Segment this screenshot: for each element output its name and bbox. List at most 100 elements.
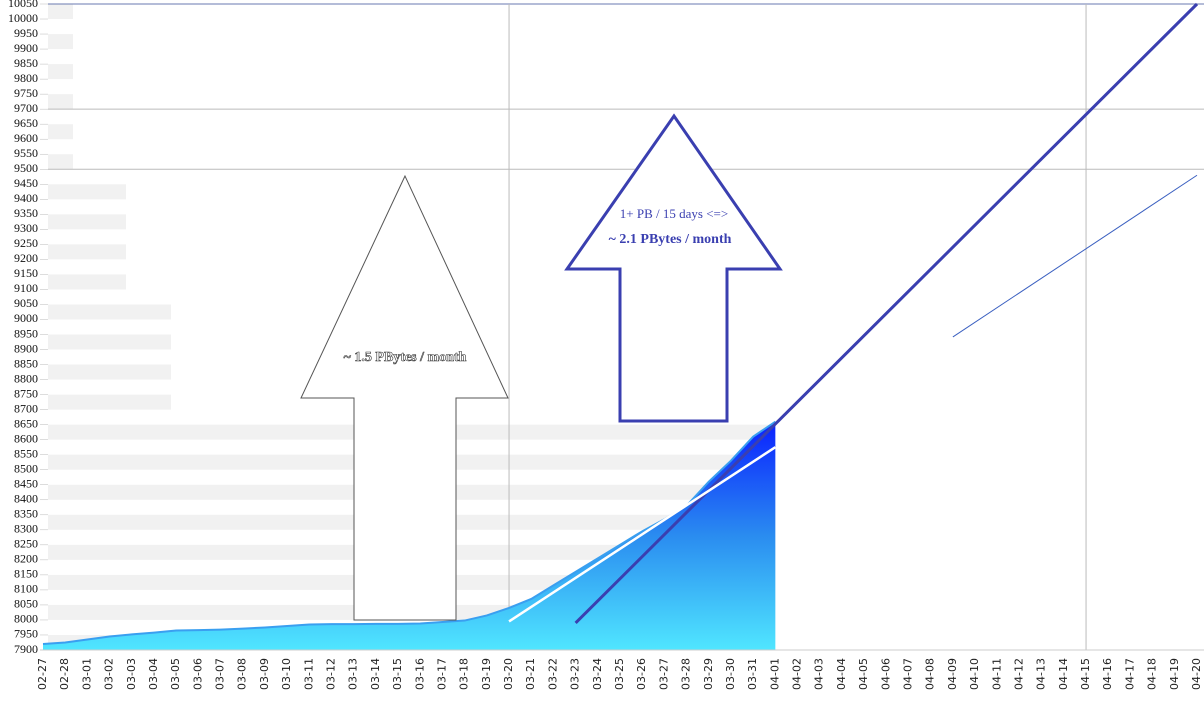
band	[48, 124, 73, 140]
y-tick-label: 9550	[14, 146, 38, 160]
axes: 7900795080008050810081508200825083008350…	[8, 0, 1204, 690]
arrow-right: 1+ PB / 15 days <=> ~ 2.1 PBytes / month	[564, 113, 783, 423]
y-tick-label: 9650	[14, 116, 38, 130]
trend-lines	[508, 2, 1199, 625]
y-tick-label: 9850	[14, 56, 38, 70]
y-tick-label: 8450	[14, 476, 38, 490]
x-tick-label: 04-16	[1101, 658, 1114, 690]
y-tick-label: 9450	[14, 176, 38, 190]
x-tick-label: 04-03	[813, 658, 826, 690]
x-tick-label: 04-13	[1035, 658, 1048, 690]
y-tick-label: 8400	[14, 492, 38, 506]
trend-line	[508, 446, 777, 623]
band	[48, 334, 171, 350]
arrow-shape	[300, 174, 509, 621]
x-tick-label: 04-08	[924, 658, 937, 690]
y-tick-label: 8100	[14, 582, 38, 596]
x-tick-label: 03-22	[546, 658, 559, 690]
band	[48, 184, 126, 200]
x-tick-label: 03-14	[369, 658, 382, 690]
plot	[42, 420, 776, 650]
x-tick-label: 04-06	[879, 658, 892, 690]
x-tick-label: 03-04	[147, 658, 160, 690]
x-tick-label: 03-25	[613, 658, 626, 690]
annotation: ~ 1.5 PBytes / month	[344, 350, 467, 365]
x-tick-label: 04-10	[968, 658, 981, 690]
x-tick-label: 04-17	[1123, 658, 1136, 690]
band	[48, 304, 171, 320]
x-tick-label: 04-01	[768, 658, 781, 690]
y-tick-label: 9800	[14, 71, 38, 85]
x-tick-label: 04-14	[1057, 658, 1070, 690]
x-tick-label: 04-02	[791, 658, 804, 690]
y-tick-label: 8000	[14, 612, 38, 626]
x-tick-label: 02-27	[36, 658, 49, 690]
x-tick-label: 03-27	[657, 658, 670, 690]
x-tick-label: 03-28	[680, 658, 693, 690]
arrow-left: ~ 1.5 PBytes / month	[300, 174, 509, 621]
y-tick-label: 8800	[14, 371, 38, 385]
trend-line	[952, 174, 1198, 338]
x-tick-label: 04-05	[857, 658, 870, 690]
y-tick-label: 8050	[14, 597, 38, 611]
y-tick-label: 7950	[14, 627, 38, 641]
band	[48, 394, 171, 410]
x-tick-label: 03-13	[347, 658, 360, 690]
x-tick-label: 03-11	[302, 658, 315, 690]
x-tick-label: 03-31	[746, 658, 759, 690]
y-tick-label: 9950	[14, 26, 38, 40]
annotation: ~ 2.1 PBytes / month	[609, 232, 732, 247]
y-tick-label: 8250	[14, 537, 38, 551]
band	[48, 244, 126, 260]
x-tick-label: 03-01	[80, 658, 93, 690]
y-tick-label: 9600	[14, 131, 38, 145]
y-tick-label: 9200	[14, 251, 38, 265]
y-tick-label: 8700	[14, 401, 38, 415]
y-tick-label: 9400	[14, 191, 38, 205]
y-tick-label: 9500	[14, 161, 38, 175]
x-tick-label: 03-06	[191, 658, 204, 690]
x-tick-label: 03-17	[435, 658, 448, 690]
x-tick-label: 04-15	[1079, 658, 1092, 690]
y-tick-label: 8150	[14, 567, 38, 581]
x-tick-label: 04-18	[1146, 658, 1159, 690]
x-tick-label: 03-16	[413, 658, 426, 690]
y-tick-label: 9300	[14, 221, 38, 235]
y-tick-label: 9100	[14, 281, 38, 295]
band	[48, 94, 73, 110]
x-tick-label: 03-02	[103, 658, 116, 690]
x-tick-label: 03-15	[391, 658, 404, 690]
band	[48, 64, 73, 80]
x-tick-label: 04-20	[1190, 658, 1203, 690]
y-tick-label: 8200	[14, 552, 38, 566]
y-tick-label: 8900	[14, 341, 38, 355]
band	[48, 34, 73, 50]
y-tick-label: 9250	[14, 236, 38, 250]
y-tick-label: 9900	[14, 41, 38, 55]
x-tick-label: 03-08	[236, 658, 249, 690]
x-tick-label: 04-19	[1168, 658, 1181, 690]
x-tick-label: 03-26	[635, 658, 648, 690]
y-tick-label: 9750	[14, 86, 38, 100]
x-tick-label: 03-21	[524, 658, 537, 690]
x-tick-label: 04-12	[1012, 658, 1025, 690]
x-tick-label: 03-19	[480, 658, 493, 690]
area	[43, 421, 776, 650]
x-tick-label: 02-28	[58, 658, 71, 690]
x-tick-label: 04-04	[835, 658, 848, 690]
band	[48, 154, 73, 170]
trend-line	[574, 2, 1199, 625]
y-tick-label: 10050	[8, 0, 38, 10]
y-tick-label: 8650	[14, 416, 38, 430]
band	[48, 214, 126, 230]
y-tick-label: 8600	[14, 431, 38, 445]
x-tick-label: 03-30	[724, 658, 737, 690]
y-tick-label: 8300	[14, 522, 38, 536]
x-tick-label: 03-07	[214, 658, 227, 690]
band	[48, 4, 73, 20]
band	[48, 274, 126, 290]
x-tick-label: 03-03	[125, 658, 138, 690]
y-tick-label: 9150	[14, 266, 38, 280]
y-tick-label: 8850	[14, 356, 38, 370]
annotation: 1+ PB / 15 days <=>	[620, 206, 728, 221]
